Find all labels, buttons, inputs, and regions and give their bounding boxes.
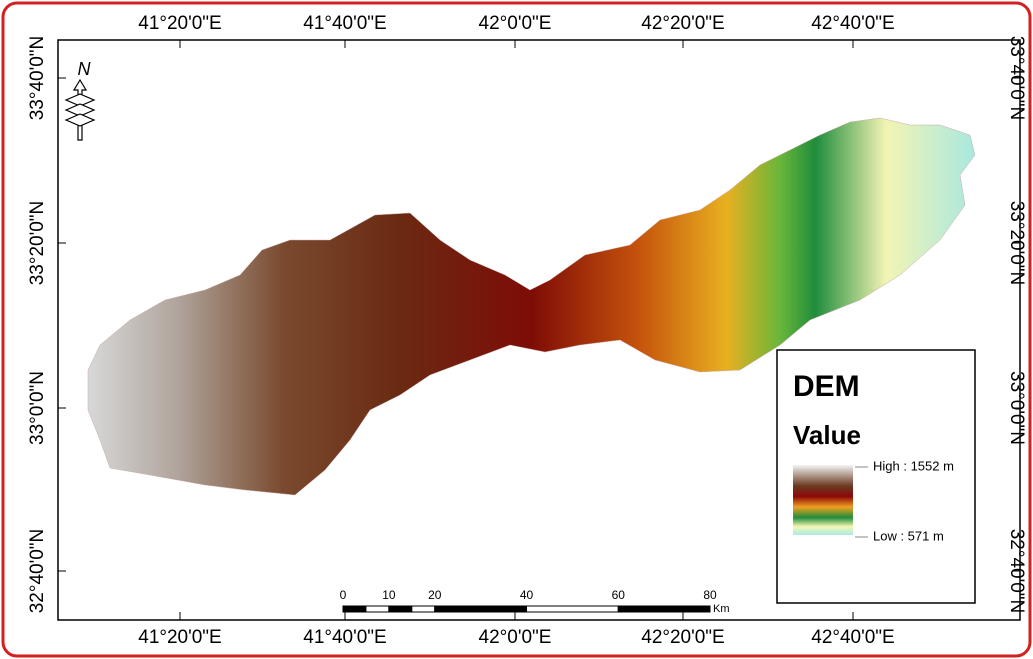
scale-segment — [342, 605, 367, 613]
color-ramp — [793, 465, 853, 535]
lon-label: 41°20'0"E — [138, 627, 221, 648]
lat-label: 32°40'0"N — [27, 529, 48, 614]
legend-subtitle: Value — [793, 420, 861, 450]
lat-label: 33°20'0"N — [27, 201, 48, 286]
lat-label: 33°0'0"N — [27, 371, 48, 445]
scale-segment — [411, 605, 436, 613]
scale-label: 20 — [428, 588, 442, 602]
lon-label: 42°20'0"E — [641, 13, 724, 34]
lon-label: 42°0'0"E — [479, 13, 552, 34]
lat-label: 33°40'0"N — [27, 36, 48, 121]
scale-segment — [526, 605, 619, 613]
north-arrow — [64, 78, 96, 141]
scale-label: 80 — [703, 588, 717, 602]
scale-unit: Km — [713, 603, 730, 615]
scale-segment — [617, 605, 711, 613]
scale-segment — [434, 605, 527, 613]
scale-label: 0 — [340, 588, 347, 602]
legend-low: Low : 571 m — [873, 528, 944, 543]
north-label: N — [78, 59, 92, 79]
scale-label: 40 — [520, 588, 534, 602]
scale-label: 10 — [382, 588, 396, 602]
legend-high: High : 1552 m — [873, 458, 954, 473]
scale-label: 60 — [612, 588, 626, 602]
lon-label: 41°20'0"E — [138, 13, 221, 34]
lon-label: 42°40'0"E — [811, 13, 894, 34]
scale-segment — [388, 605, 413, 613]
lon-label: 41°40'0"E — [303, 13, 386, 34]
basin — [87, 117, 976, 496]
lon-label: 41°40'0"E — [303, 627, 386, 648]
lon-label: 42°20'0"E — [641, 627, 724, 648]
legend-title: DEM — [793, 370, 860, 403]
scale-segment — [365, 605, 390, 613]
lon-label: 42°40'0"E — [811, 627, 894, 648]
lon-label: 42°0'0"E — [479, 627, 552, 648]
